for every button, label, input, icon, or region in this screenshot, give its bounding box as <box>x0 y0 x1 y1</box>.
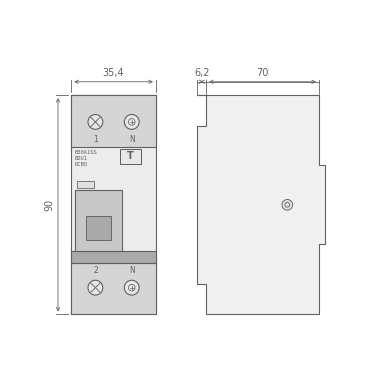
Text: RCBO: RCBO <box>74 162 87 167</box>
Text: T: T <box>127 151 134 161</box>
Circle shape <box>124 280 139 295</box>
Text: B2U1: B2U1 <box>74 156 87 161</box>
Circle shape <box>88 114 103 129</box>
Text: N: N <box>129 266 135 275</box>
Circle shape <box>282 199 293 210</box>
Text: N: N <box>129 135 135 144</box>
Bar <box>71 263 156 315</box>
Text: 90: 90 <box>44 199 54 211</box>
Bar <box>77 181 94 188</box>
Polygon shape <box>197 95 325 315</box>
Text: 2: 2 <box>93 266 98 275</box>
Circle shape <box>88 280 103 295</box>
Text: 6,2: 6,2 <box>194 68 209 78</box>
Circle shape <box>124 114 139 129</box>
Text: 1: 1 <box>93 135 98 144</box>
Bar <box>71 95 156 147</box>
Bar <box>121 149 141 164</box>
Text: B30A1SS: B30A1SS <box>74 150 97 155</box>
Text: 70: 70 <box>256 68 269 78</box>
Bar <box>71 95 156 315</box>
Bar <box>71 251 156 263</box>
Text: 35,4: 35,4 <box>103 68 124 78</box>
Bar <box>86 216 110 240</box>
Bar <box>75 191 122 251</box>
